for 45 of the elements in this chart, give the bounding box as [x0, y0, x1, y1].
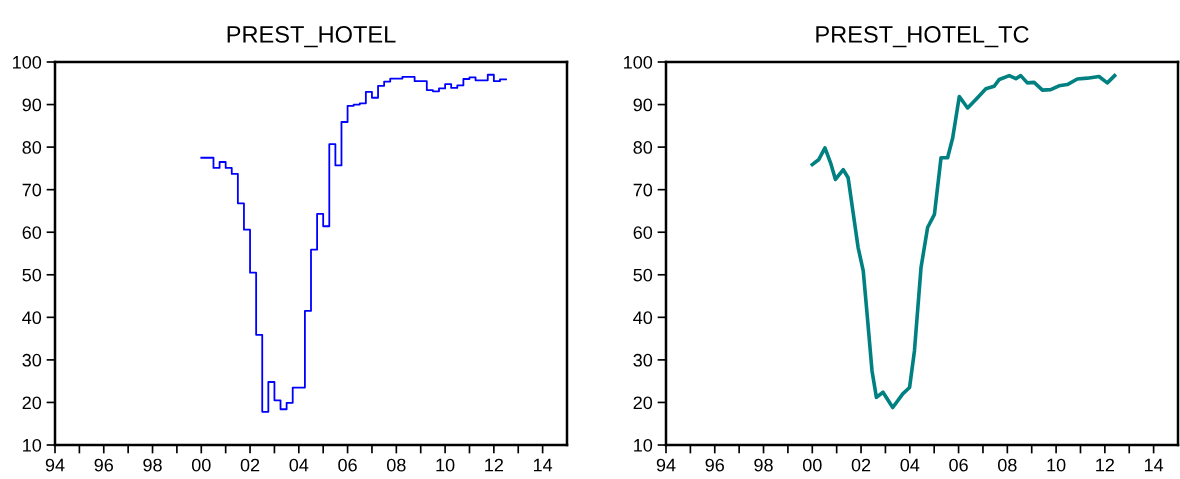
x-tick-label: 98 — [754, 458, 773, 472]
x-tick-label: 94 — [656, 458, 676, 472]
x-tick-label: 10 — [1047, 458, 1066, 472]
x-tick-label: 00 — [191, 458, 211, 472]
chart-title: PREST_HOTEL_TC — [816, 26, 1029, 48]
x-tick-label: 00 — [802, 458, 822, 472]
x-tick-label: 96 — [94, 458, 114, 472]
y-tick-label: 20 — [633, 396, 653, 410]
y-tick-label: 10 — [634, 438, 653, 452]
y-tick-label: 100 — [13, 55, 42, 69]
y-tick-label: 30 — [633, 353, 653, 367]
x-tick-label: 08 — [387, 458, 406, 472]
y-tick-label: 50 — [22, 268, 42, 282]
y-tick-label: 50 — [633, 268, 653, 282]
y-tick-label: 60 — [633, 226, 653, 239]
x-tick-label: 02 — [240, 458, 260, 472]
y-tick-label: 20 — [22, 396, 42, 410]
y-tick-label: 70 — [22, 183, 42, 197]
x-tick-label: 06 — [949, 458, 968, 472]
x-tick-label: 08 — [998, 458, 1017, 472]
chart-title: PREST_HOTEL — [227, 26, 396, 48]
x-tick-label: 14 — [1144, 458, 1164, 472]
x-tick-label: 10 — [436, 458, 455, 472]
x-tick-label: 96 — [705, 458, 725, 472]
x-tick-label: 04 — [900, 458, 920, 472]
x-tick-label: 12 — [1096, 458, 1114, 472]
y-tick-label: 30 — [22, 353, 42, 367]
x-tick-label: 04 — [289, 458, 309, 472]
y-tick-label: 40 — [22, 311, 42, 325]
y-tick-label: 90 — [22, 98, 42, 112]
y-tick-label: 60 — [22, 226, 42, 239]
y-tick-label: 40 — [633, 311, 653, 325]
y-tick-label: 100 — [624, 55, 653, 69]
x-tick-label: 98 — [143, 458, 162, 472]
x-tick-label: 14 — [533, 458, 553, 472]
x-tick-label: 94 — [45, 458, 65, 472]
y-tick-label: 70 — [633, 183, 653, 197]
line-series — [810, 73, 1117, 410]
y-tick-label: 80 — [22, 141, 42, 154]
y-tick-label: 10 — [23, 438, 42, 452]
y-tick-label: 80 — [633, 141, 653, 154]
x-tick-label: 12 — [485, 458, 503, 472]
x-tick-label: 06 — [338, 458, 357, 472]
y-tick-label: 90 — [633, 98, 653, 112]
x-tick-label: 02 — [851, 458, 871, 472]
